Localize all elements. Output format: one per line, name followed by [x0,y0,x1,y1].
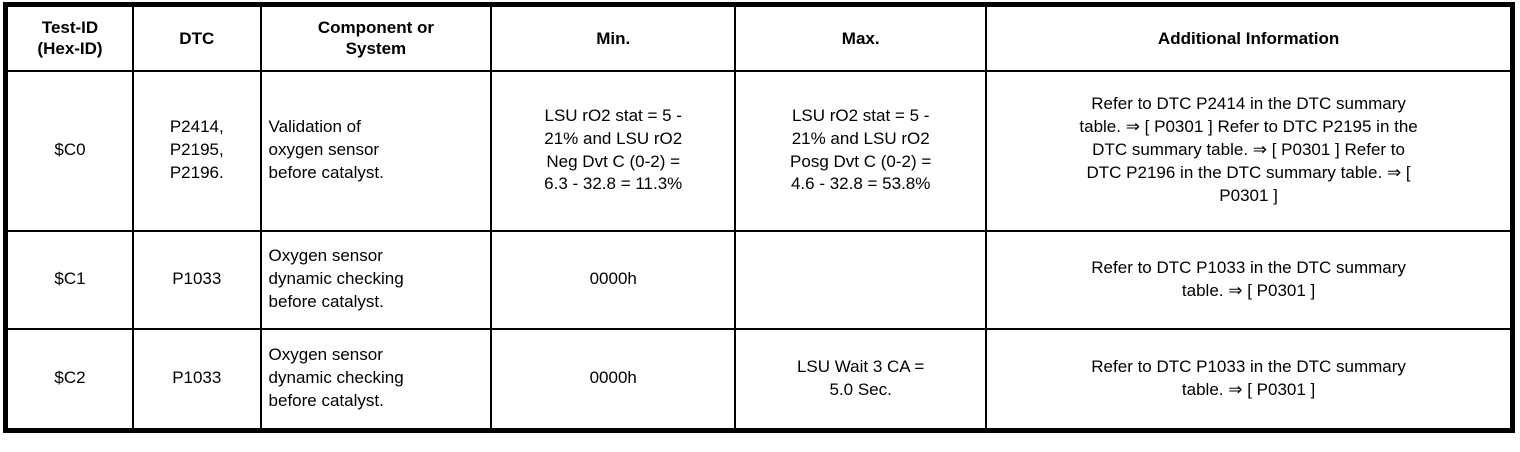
col-header-component: Component or System [259,3,493,72]
cell-dtc: P1033 [132,229,262,330]
cell-test-id: $C2 [4,327,135,432]
cell-test-id: $C0 [4,69,135,232]
col-header-additional-info: Additional Information [985,3,1514,72]
col-header-test-id: Test-ID (Hex-ID) [4,3,135,72]
cell-max [734,229,988,330]
cell-max: LSU rO2 stat = 5 - 21% and LSU rO2 Posg … [734,69,988,232]
cell-test-id: $C1 [4,229,135,330]
cell-min: 0000h [490,229,737,330]
cell-additional-info: Refer to DTC P1033 in the DTC summary ta… [985,327,1514,432]
table-row: $C0 P2414, P2195, P2196. Validation of o… [4,69,1514,232]
col-header-dtc: DTC [132,3,262,72]
dtc-test-table: Test-ID (Hex-ID) DTC Component or System… [3,2,1515,433]
cell-component: Validation of oxygen sensor before catal… [259,69,493,232]
header-row: Test-ID (Hex-ID) DTC Component or System… [4,3,1514,72]
table-row: $C2 P1033 Oxygen sensor dynamic checking… [4,327,1514,432]
cell-min: 0000h [490,327,737,432]
col-header-max: Max. [734,3,988,72]
cell-dtc: P1033 [132,327,262,432]
cell-dtc: P2414, P2195, P2196. [132,69,262,232]
cell-component: Oxygen sensor dynamic checking before ca… [259,327,493,432]
cell-additional-info: Refer to DTC P2414 in the DTC summary ta… [985,69,1514,232]
col-header-min: Min. [490,3,737,72]
cell-additional-info: Refer to DTC P1033 in the DTC summary ta… [985,229,1514,330]
cell-max: LSU Wait 3 CA = 5.0 Sec. [734,327,988,432]
cell-component: Oxygen sensor dynamic checking before ca… [259,229,493,330]
cell-min: LSU rO2 stat = 5 - 21% and LSU rO2 Neg D… [490,69,737,232]
table-row: $C1 P1033 Oxygen sensor dynamic checking… [4,229,1514,330]
